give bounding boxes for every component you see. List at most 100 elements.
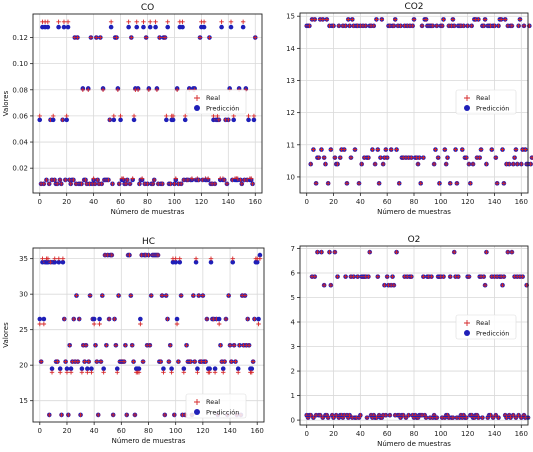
point-real xyxy=(115,370,120,375)
point-prediccion xyxy=(56,24,61,30)
point-real xyxy=(88,35,94,40)
legend-label-real: Real xyxy=(206,94,220,102)
y-axis-label: Valores xyxy=(2,90,10,116)
point-real xyxy=(371,23,376,29)
point-real xyxy=(100,293,105,298)
point-real xyxy=(464,155,469,160)
point-real xyxy=(496,23,501,29)
point-real xyxy=(121,176,126,181)
point-real xyxy=(334,412,339,418)
point-prediccion xyxy=(79,366,85,372)
legend-box xyxy=(185,89,247,115)
legend: Real Predicción xyxy=(185,393,247,419)
point-real xyxy=(352,147,358,152)
point-real xyxy=(508,415,513,420)
legend-label-real: Real xyxy=(476,94,490,102)
point-prediccion xyxy=(219,24,224,30)
point-real xyxy=(169,370,174,375)
point-real xyxy=(200,293,206,298)
point-real xyxy=(196,293,201,298)
point-real xyxy=(100,87,106,92)
point-prediccion xyxy=(207,366,212,372)
point-real xyxy=(249,176,254,181)
point-real xyxy=(64,113,69,119)
y-tick-label: 0.08 xyxy=(12,86,28,94)
legend: Real Predicción xyxy=(185,89,247,115)
point-prediccion xyxy=(134,24,140,30)
point-real xyxy=(488,412,493,418)
point-real xyxy=(456,274,461,279)
x-tick-label: 40 xyxy=(356,430,365,438)
point-prediccion xyxy=(231,117,237,123)
x-tick-label: 40 xyxy=(89,198,98,206)
point-real xyxy=(216,321,222,327)
x-tick-label: 140 xyxy=(223,427,236,435)
x-tick-label: 60 xyxy=(383,198,392,206)
point-real xyxy=(166,359,172,364)
point-real xyxy=(79,370,85,375)
point-real xyxy=(228,19,234,25)
point-real xyxy=(389,147,394,152)
point-real xyxy=(87,293,93,298)
point-real xyxy=(134,19,139,25)
point-prediccion xyxy=(240,24,246,30)
point-real xyxy=(89,370,94,375)
point-real xyxy=(500,147,505,152)
point-real xyxy=(68,181,73,187)
point-real xyxy=(325,415,331,420)
point-prediccion xyxy=(201,24,207,30)
x-tick-label: 60 xyxy=(383,430,392,438)
point-real xyxy=(453,147,458,152)
point-real xyxy=(315,249,320,255)
point-real xyxy=(37,113,42,119)
point-real xyxy=(519,415,524,420)
point-real xyxy=(197,35,203,40)
point-real xyxy=(410,23,415,29)
point-real xyxy=(513,415,519,420)
point-real xyxy=(415,161,421,167)
x-tick-label: 0 xyxy=(38,198,42,206)
point-real xyxy=(331,23,336,29)
point-real xyxy=(140,359,146,364)
point-real xyxy=(161,370,166,375)
point-real xyxy=(324,17,330,22)
point-real xyxy=(320,17,325,22)
point-real xyxy=(387,412,393,418)
point-real xyxy=(347,23,352,29)
point-prediccion xyxy=(131,117,137,123)
point-real xyxy=(348,155,354,160)
x-tick-label: 20 xyxy=(329,198,338,206)
y-tick-label: 14 xyxy=(286,45,295,53)
point-real xyxy=(460,147,465,152)
point-real xyxy=(346,17,351,22)
point-real xyxy=(94,359,100,364)
point-real xyxy=(231,343,237,348)
point-real xyxy=(165,19,170,25)
point-real xyxy=(219,19,224,25)
point-real xyxy=(421,155,426,160)
point-real xyxy=(319,147,324,152)
point-real xyxy=(513,147,519,152)
point-prediccion xyxy=(56,259,62,265)
point-real xyxy=(320,415,325,420)
point-real xyxy=(417,155,422,160)
chart-panel-hc: 0 20 40 60 80 100 120 140 160 15 20 25 30 35 HC Número … xyxy=(2,237,265,445)
legend: Real Predicción xyxy=(455,89,517,115)
point-real xyxy=(158,359,163,364)
point-real xyxy=(79,181,84,187)
point-real xyxy=(82,359,87,364)
x-tick-label: 0 xyxy=(38,427,42,435)
point-real xyxy=(307,23,312,29)
point-real xyxy=(519,161,524,167)
point-real xyxy=(47,412,52,418)
point-real xyxy=(118,113,123,119)
x-axis-label: Número de muestras xyxy=(112,437,186,445)
x-tick-label: 120 xyxy=(461,430,474,438)
point-real xyxy=(223,316,229,322)
point-real xyxy=(230,256,235,261)
point-real xyxy=(55,181,60,187)
point-real xyxy=(113,343,119,348)
point-real xyxy=(147,19,153,25)
point-real xyxy=(521,23,527,29)
x-tick-label: 20 xyxy=(63,427,72,435)
